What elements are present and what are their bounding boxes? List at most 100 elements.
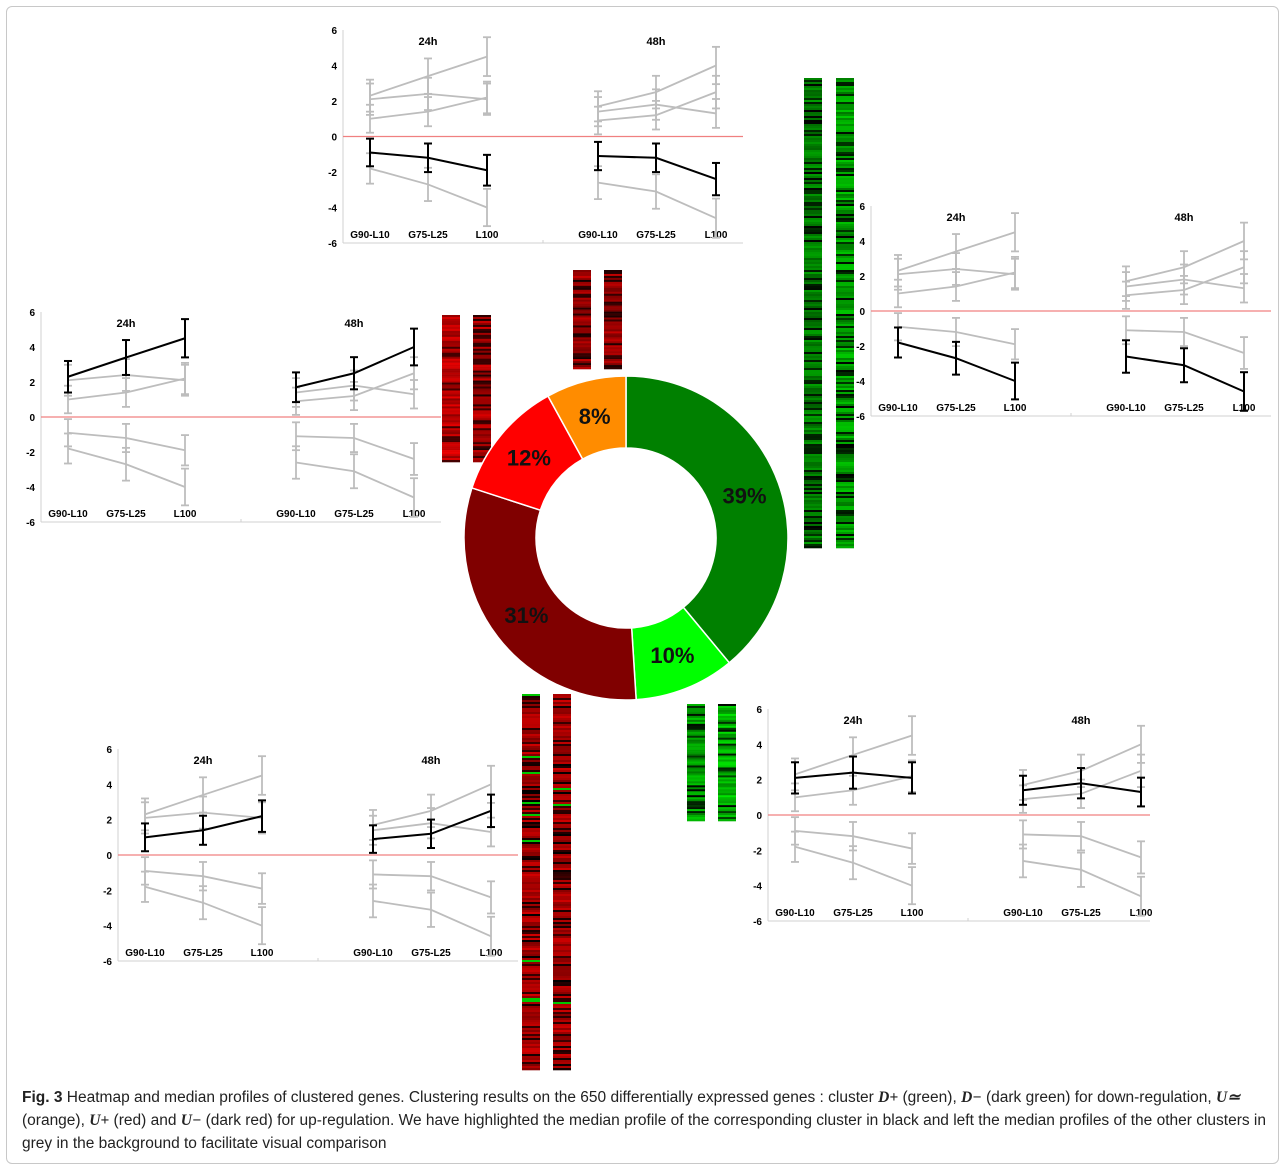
heatmap-row bbox=[836, 540, 854, 543]
heatmap-row bbox=[553, 988, 571, 991]
error-bar bbox=[181, 467, 189, 507]
heatmap-row bbox=[604, 303, 622, 306]
heatmap-row bbox=[522, 734, 540, 737]
heatmap-row bbox=[804, 322, 822, 325]
heatmap-row bbox=[836, 180, 854, 183]
heatmap-row bbox=[522, 868, 540, 871]
heatmap-row bbox=[804, 126, 822, 129]
heatmap-row bbox=[573, 367, 591, 370]
heatmap-row bbox=[473, 430, 491, 433]
heatmap-row bbox=[522, 746, 540, 749]
heatmap-row bbox=[836, 122, 854, 125]
heatmap-row bbox=[553, 1048, 571, 1051]
heatmap-row bbox=[836, 184, 854, 187]
heatmap-row bbox=[553, 800, 571, 803]
heatmap-row bbox=[522, 970, 540, 973]
heatmap-row bbox=[836, 268, 854, 271]
heatmap-row bbox=[687, 747, 705, 750]
heatmap-row bbox=[836, 150, 854, 153]
heatmap-row bbox=[522, 780, 540, 783]
heatmap-row bbox=[553, 1002, 571, 1005]
error-bar bbox=[1019, 843, 1027, 879]
heatmap-row bbox=[804, 88, 822, 91]
heatmap-row bbox=[442, 454, 460, 457]
heatmap-row bbox=[442, 342, 460, 346]
heatmap-row bbox=[553, 826, 571, 829]
heatmap-row bbox=[553, 966, 571, 969]
heatmap-row bbox=[804, 470, 822, 473]
heatmap-row bbox=[687, 773, 705, 776]
heatmap-row bbox=[442, 438, 460, 441]
heatmap-row bbox=[804, 78, 822, 81]
heatmap-row bbox=[687, 791, 705, 794]
heatmap-row bbox=[804, 440, 822, 443]
heatmap-row bbox=[687, 755, 705, 758]
heatmap-row bbox=[553, 738, 571, 741]
heatmap-row bbox=[687, 779, 705, 782]
heatmap-row bbox=[804, 144, 822, 147]
heatmap-row bbox=[553, 790, 571, 793]
heatmap-row bbox=[804, 206, 822, 209]
heatmap-row bbox=[836, 80, 854, 83]
heatmap-row bbox=[836, 448, 854, 451]
heatmap-row bbox=[718, 805, 736, 808]
heatmap-row bbox=[836, 102, 854, 105]
heatmap-row bbox=[836, 82, 854, 85]
profile-line-D- bbox=[1022, 860, 1142, 898]
heatmap-row bbox=[836, 142, 854, 145]
heatmap-row bbox=[804, 328, 822, 331]
heatmap-row bbox=[836, 348, 854, 351]
heatmap-row bbox=[836, 308, 854, 311]
heatmap-row bbox=[522, 850, 540, 853]
heatmap-row bbox=[804, 534, 822, 537]
heatmap-row bbox=[473, 438, 491, 441]
heatmap-row bbox=[836, 228, 854, 231]
heatmap-row bbox=[573, 301, 591, 304]
heatmap-row bbox=[804, 416, 822, 419]
heatmap-row bbox=[718, 713, 736, 717]
heatmap-row bbox=[804, 272, 822, 275]
heatmap-row bbox=[442, 346, 460, 350]
heatmap-row bbox=[836, 108, 854, 111]
heatmap-row bbox=[473, 456, 491, 459]
heatmap-row bbox=[522, 1030, 540, 1033]
heatmap-row bbox=[442, 318, 460, 322]
heatmap-row bbox=[804, 244, 822, 247]
heatmap-row bbox=[553, 946, 571, 949]
heatmap-row bbox=[473, 416, 491, 419]
heatmap-row bbox=[804, 478, 822, 481]
heatmap-row bbox=[522, 1012, 540, 1015]
heatmap-row bbox=[553, 954, 571, 957]
heatmap-u-plus-1 bbox=[442, 315, 460, 463]
heatmap-row bbox=[442, 402, 460, 405]
d-minus-profiles: 6 4 2 0 -2 -4 -6 24h 48h G90-L10 G75-L25 L100 G90-L1… bbox=[856, 202, 1271, 423]
heatmap-row bbox=[836, 354, 854, 357]
heatmap-row bbox=[522, 892, 540, 895]
fig-label: Fig. 3 bbox=[22, 1089, 63, 1106]
heatmap-row bbox=[442, 334, 460, 338]
heatmap-row bbox=[553, 822, 571, 825]
heatmap-row bbox=[804, 158, 822, 161]
heatmap-row bbox=[442, 382, 460, 385]
y-tick-label: 4 bbox=[29, 343, 35, 354]
error-bar bbox=[1011, 212, 1019, 253]
y-tick-label: 0 bbox=[106, 851, 112, 862]
heatmap-row bbox=[553, 844, 571, 847]
heatmap-row bbox=[836, 430, 854, 433]
heatmap-row bbox=[522, 1022, 540, 1025]
heatmap-row bbox=[804, 536, 822, 539]
heatmap-row bbox=[836, 524, 854, 527]
heatmap-row bbox=[804, 394, 822, 397]
heatmap-row bbox=[804, 236, 822, 239]
heatmap-row bbox=[604, 341, 622, 344]
heatmap-row bbox=[442, 338, 460, 342]
heatmap-row bbox=[804, 332, 822, 335]
heatmap-row bbox=[522, 788, 540, 791]
heatmap-row bbox=[604, 359, 622, 362]
x-tick-label: G90-L10 bbox=[125, 948, 165, 959]
heatmap-row bbox=[804, 178, 822, 181]
error-bar bbox=[410, 327, 418, 367]
heatmap-row bbox=[718, 721, 736, 725]
heatmap-row bbox=[553, 838, 571, 841]
heatmap-row bbox=[804, 212, 822, 215]
